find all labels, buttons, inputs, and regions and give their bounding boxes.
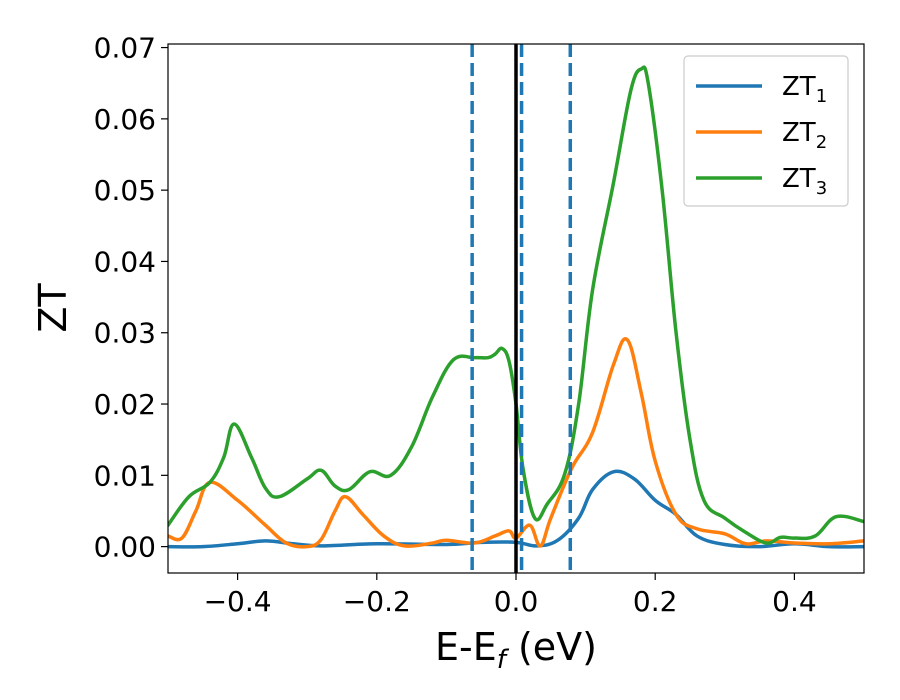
x-tick-label: 0.0	[494, 585, 539, 618]
x-tick-label: 0.2	[633, 585, 678, 618]
y-tick-label: 0.00	[94, 531, 156, 564]
x-tick-label: −0.2	[343, 585, 411, 618]
y-tick-label: 0.05	[94, 174, 156, 207]
y-tick-label: 0.03	[94, 317, 156, 350]
y-tick-label: 0.07	[94, 32, 156, 65]
y-tick-label: 0.04	[94, 245, 156, 278]
legend-label-zt2: ZT2	[782, 118, 827, 153]
x-axis-title: E-Ef (eV)	[435, 625, 597, 675]
vertical-markers	[470, 44, 573, 573]
x-tick-label: 0.4	[772, 585, 817, 618]
y-axis-title: ZT	[31, 283, 75, 333]
legend-label-main: ZT	[782, 164, 816, 194]
x-axis-title-unit: (eV)	[506, 625, 597, 669]
legend-label-zt3: ZT3	[782, 164, 827, 199]
legend-box	[683, 55, 849, 207]
x-axis-title-main: E-E	[435, 625, 497, 669]
x-tick-label: −0.4	[204, 585, 272, 618]
x-axis: −0.4 −0.2 0.0 0.2 0.4	[204, 573, 817, 618]
series-line-zt2	[168, 337, 864, 549]
y-axis: 0.00 0.01 0.02 0.03 0.04 0.05 0.06 0.07	[94, 32, 168, 564]
legend-label-main: ZT	[782, 72, 816, 102]
y-tick-label: 0.06	[94, 103, 156, 136]
legend-label-main: ZT	[782, 118, 816, 148]
y-tick-label: 0.02	[94, 388, 156, 421]
legend-label-subscript: 2	[816, 132, 827, 153]
legend-label-subscript: 1	[816, 86, 827, 107]
legend-label-subscript: 3	[816, 178, 827, 199]
y-tick-label: 0.01	[94, 459, 156, 492]
legend-label-zt1: ZT1	[782, 72, 827, 107]
